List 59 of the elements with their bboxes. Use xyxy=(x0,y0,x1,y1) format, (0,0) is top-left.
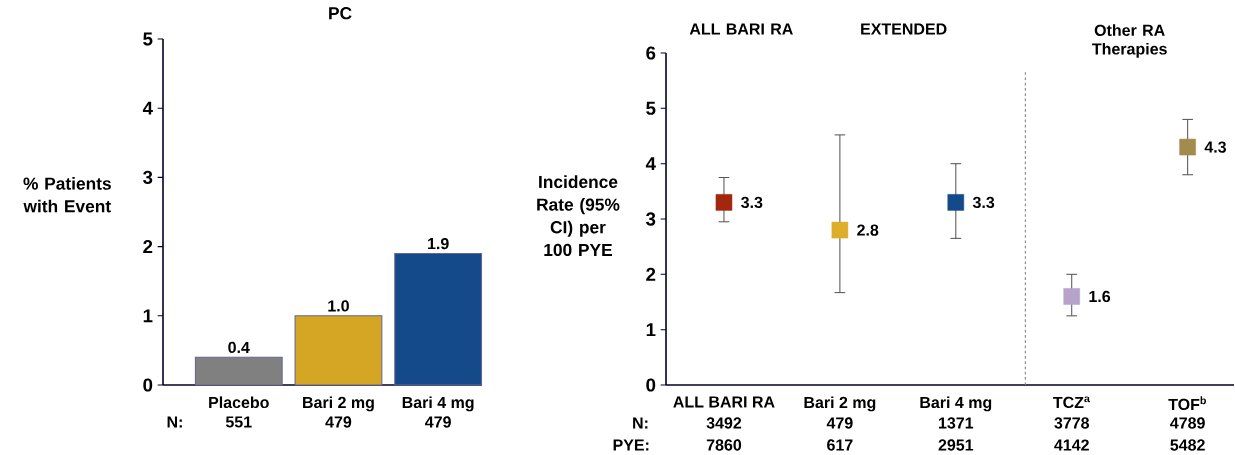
x-tick-label: Placebo xyxy=(209,396,269,409)
y-tick-label: 6 xyxy=(646,46,656,60)
data-label: 1.9 xyxy=(428,237,449,250)
data-label: 0.4 xyxy=(228,341,250,354)
y-axis-title: % Patients with Event xyxy=(23,177,111,213)
text: 551 xyxy=(225,416,252,428)
text: 479 xyxy=(826,417,853,429)
text: 2951 xyxy=(938,439,974,451)
text: 7860 xyxy=(706,439,742,451)
data-label: 1.0 xyxy=(328,300,349,312)
data-label: 4.3 xyxy=(1204,141,1227,153)
y-axis-title: Incidence Rate (95% CI) per 100 PYE xyxy=(537,175,620,257)
text: ALL BARI RA xyxy=(689,23,793,35)
data-label: 3.3 xyxy=(972,196,995,209)
text: 3778 xyxy=(1054,417,1090,429)
data-label: 1.6 xyxy=(1089,290,1111,303)
point xyxy=(831,221,849,239)
x-tick-label: Bari 2 mg xyxy=(303,396,374,412)
text: 479 xyxy=(325,416,352,428)
x-tick-label: Bari 2 mg xyxy=(804,396,876,412)
y-tick-label: 0 xyxy=(646,378,656,392)
x-tick-label: TCZ$^{a}$ xyxy=(1053,396,1090,409)
y-tick-label: 4 xyxy=(142,101,153,115)
text: 617 xyxy=(827,439,853,451)
chart-title: PC xyxy=(329,7,352,20)
text: 4142 xyxy=(1054,439,1089,451)
point xyxy=(1063,288,1080,305)
text: 5482 xyxy=(1170,439,1205,451)
y-tick-label: 2 xyxy=(646,267,656,281)
bar xyxy=(194,356,283,386)
y-tick-label: 5 xyxy=(143,32,153,46)
y-tick-label: 4 xyxy=(645,157,656,171)
bar xyxy=(394,252,483,386)
data-label: 2.8 xyxy=(857,224,879,236)
text: N: xyxy=(633,417,648,429)
text: PYE: xyxy=(613,439,649,451)
y-tick-label: 1 xyxy=(646,323,656,337)
text: 479 xyxy=(425,416,451,428)
y-tick-label: 1 xyxy=(143,309,153,323)
text: 3492 xyxy=(706,417,742,429)
x-tick-label: ALL BARI RA xyxy=(673,396,775,408)
x-tick-label: TOF$^{b}$ xyxy=(1168,396,1206,411)
point xyxy=(715,194,733,211)
point xyxy=(947,194,965,211)
text: N: xyxy=(167,416,182,428)
x-tick-label: Bari 4 mg xyxy=(402,396,474,412)
y-tick-label: 3 xyxy=(143,170,153,185)
x-tick-label: Bari 4 mg xyxy=(920,396,992,412)
annotation: Other RA Therapies xyxy=(1092,24,1167,58)
y-tick-label: 5 xyxy=(646,101,656,115)
text: 1371 xyxy=(939,417,974,429)
point xyxy=(1179,138,1196,156)
text: EXTENDED xyxy=(861,23,947,35)
y-tick-label: 2 xyxy=(143,240,153,254)
bar xyxy=(294,315,383,386)
y-tick-label: 0 xyxy=(143,378,153,392)
data-label: 3.3 xyxy=(741,196,763,209)
y-tick-label: 3 xyxy=(646,212,656,226)
text: 4789 xyxy=(1170,417,1205,429)
